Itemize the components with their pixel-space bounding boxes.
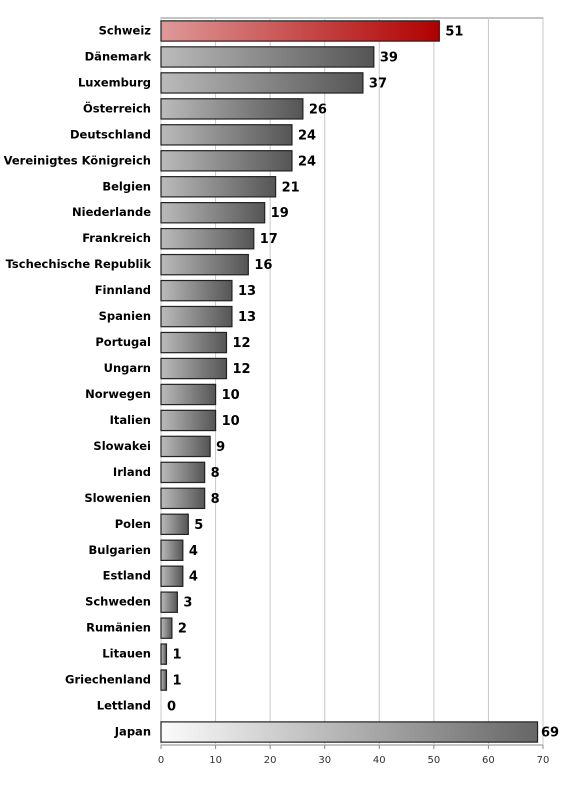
value-label: 69 [541,726,559,741]
x-tick-label: 50 [427,755,440,766]
y-tick-label: Österreich [83,100,151,115]
value-label: 10 [222,414,240,429]
bar [160,202,266,224]
bar [160,72,364,94]
y-tick-label: Portugal [95,335,151,349]
bar [160,331,228,354]
bar [160,721,539,743]
value-label: 19 [271,206,289,221]
bar [160,253,249,276]
y-tick-label: Italien [110,413,151,427]
bar [160,124,293,146]
value-label: 37 [369,76,387,91]
x-tick-label: 40 [373,755,386,766]
value-label: 12 [232,362,250,377]
y-tick-label: Griechenland [65,673,151,687]
y-tick-label: Schweiz [99,23,152,37]
bar [160,383,217,406]
y-tick-label: Tschechische Republik [6,257,152,271]
bar [160,669,168,691]
y-tick-label: Rumänien [86,621,151,635]
bar [160,46,375,68]
y-tick-label: Deutschland [70,127,151,141]
value-label: 13 [238,284,256,299]
value-label: 8 [211,492,220,507]
y-tick-label: Belgien [102,179,151,193]
bar [160,435,211,458]
x-tick-label: 60 [482,755,495,766]
value-label: 8 [211,466,220,481]
y-tick-label: Slowenien [84,491,151,505]
value-label: 13 [238,310,256,325]
bar [160,565,184,587]
y-tick-label: Spanien [99,309,151,323]
bar [160,357,228,380]
bar [160,487,206,510]
bar [160,98,304,120]
value-label: 16 [254,258,272,273]
value-label: 17 [260,232,278,247]
bar [160,617,173,639]
y-tick-label: Norwegen [85,387,151,401]
bar [160,461,206,484]
value-label: 12 [232,336,250,351]
y-tick-label: Luxemburg [78,75,151,89]
bar [160,539,184,561]
x-tick-label: 70 [537,755,550,766]
y-tick-label: Japan [114,725,151,739]
value-label: 24 [298,128,316,143]
y-tick-label: Ungarn [104,361,151,375]
value-label: 3 [183,596,192,611]
x-tick-label: 10 [209,755,222,766]
value-label: 2 [178,622,187,637]
y-tick-label: Polen [115,517,151,531]
value-label: 0 [167,700,176,715]
bar [160,279,233,302]
y-tick-label: Estland [103,569,151,583]
value-label: 4 [189,570,198,585]
y-tick-label: Frankreich [82,231,151,245]
bar [160,591,178,613]
x-tick-label: 0 [158,755,164,766]
value-label: 1 [172,674,181,689]
x-tick-label: 20 [264,755,277,766]
y-tick-label: Litauen [102,647,151,661]
bar [160,20,440,42]
value-label: 5 [194,518,203,533]
y-tick-label: Niederlande [72,205,151,219]
y-tick-label: Dänemark [85,49,152,63]
bar [160,513,189,536]
y-tick-label: Schweden [85,595,151,609]
y-tick-label: Irland [113,465,151,479]
y-tick-label: Slowakei [93,439,151,453]
value-label: 10 [222,388,240,403]
bar [160,150,293,172]
bar [160,176,277,198]
bar [160,409,217,432]
value-label: 26 [309,102,327,117]
y-tick-label: Bulgarien [89,543,152,557]
value-label: 51 [445,24,463,39]
value-label: 1 [172,648,181,663]
bar [160,227,255,250]
value-label: 4 [189,544,198,559]
value-label: 21 [282,180,300,195]
x-tick-label: 30 [318,755,331,766]
y-tick-label: Finnland [95,283,151,297]
value-label: 24 [298,154,316,169]
value-label: 39 [380,50,398,65]
bar [160,305,233,328]
y-tick-label: Lettland [97,699,151,713]
value-label: 9 [216,440,225,455]
y-tick-label: Vereinigtes Königreich [4,153,151,167]
bar [160,643,168,665]
